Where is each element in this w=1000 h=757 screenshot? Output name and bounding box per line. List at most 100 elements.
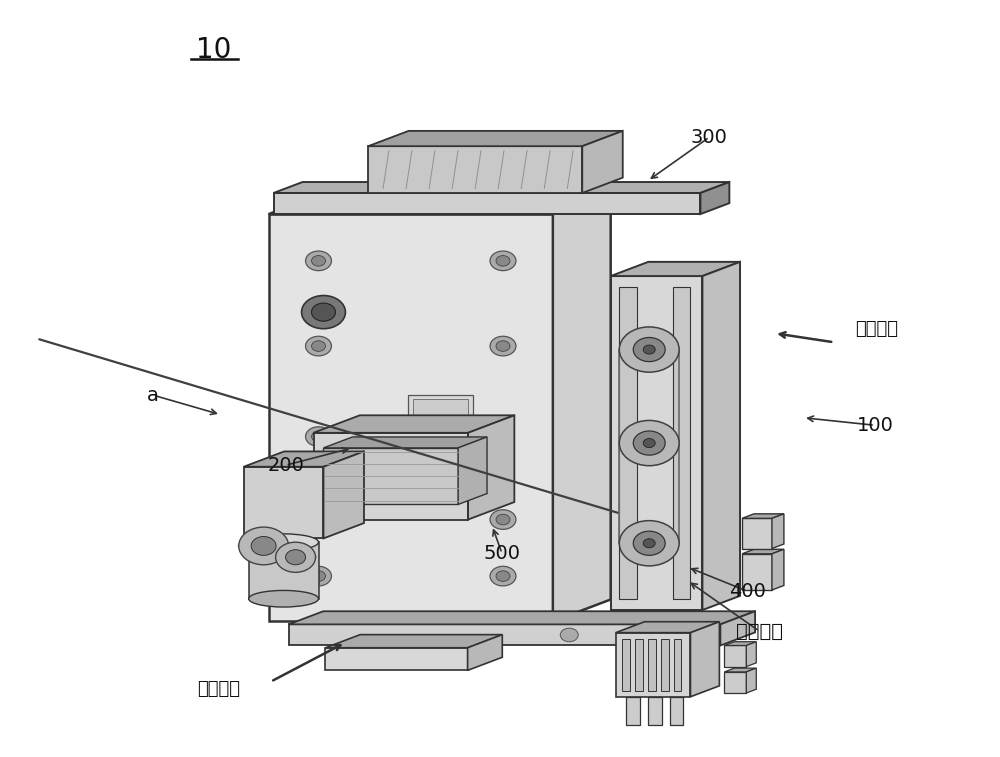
Polygon shape [674, 639, 681, 690]
Polygon shape [772, 550, 784, 590]
Polygon shape [274, 193, 700, 214]
Polygon shape [742, 519, 772, 549]
Polygon shape [274, 182, 729, 193]
Text: a: a [147, 385, 159, 404]
Text: 第二位置: 第二位置 [736, 621, 783, 640]
Circle shape [643, 539, 655, 548]
Ellipse shape [249, 534, 319, 550]
Circle shape [312, 303, 335, 321]
Text: 第一方向: 第一方向 [855, 320, 898, 338]
Polygon shape [724, 668, 756, 672]
Polygon shape [635, 639, 643, 690]
Circle shape [312, 514, 325, 525]
Circle shape [302, 295, 345, 329]
Text: 300: 300 [691, 128, 728, 147]
Circle shape [286, 550, 306, 565]
Polygon shape [368, 146, 582, 193]
Polygon shape [468, 634, 502, 671]
Polygon shape [702, 262, 740, 610]
Bar [413, 399, 468, 429]
Polygon shape [670, 696, 683, 725]
Polygon shape [616, 633, 690, 696]
Polygon shape [244, 467, 323, 538]
Polygon shape [314, 416, 514, 433]
Circle shape [496, 514, 510, 525]
Circle shape [633, 338, 665, 362]
Polygon shape [323, 437, 487, 448]
Polygon shape [746, 642, 756, 667]
Text: 500: 500 [483, 544, 520, 563]
Polygon shape [323, 451, 364, 538]
Bar [249, 542, 319, 599]
Bar [408, 395, 473, 433]
Text: 100: 100 [857, 416, 893, 435]
Text: 第二方向: 第二方向 [197, 681, 240, 698]
Polygon shape [244, 451, 364, 467]
Polygon shape [289, 611, 755, 625]
Circle shape [633, 431, 665, 455]
Polygon shape [661, 639, 669, 690]
Polygon shape [690, 621, 719, 696]
Polygon shape [325, 634, 502, 648]
Polygon shape [724, 672, 746, 693]
Circle shape [306, 251, 331, 271]
Polygon shape [582, 131, 623, 193]
Circle shape [312, 431, 325, 442]
Circle shape [496, 571, 510, 581]
Circle shape [490, 336, 516, 356]
Polygon shape [626, 696, 640, 725]
Circle shape [312, 341, 325, 351]
Polygon shape [720, 611, 755, 646]
Circle shape [312, 256, 325, 266]
Polygon shape [269, 214, 553, 621]
Polygon shape [553, 192, 611, 621]
Circle shape [643, 345, 655, 354]
Circle shape [496, 341, 510, 351]
Text: 200: 200 [267, 456, 304, 475]
Polygon shape [269, 192, 611, 214]
Circle shape [633, 531, 665, 556]
Text: 10: 10 [196, 36, 231, 64]
Polygon shape [724, 642, 756, 646]
Circle shape [276, 542, 316, 572]
Polygon shape [673, 288, 690, 599]
Polygon shape [323, 448, 458, 504]
Text: 400: 400 [729, 581, 766, 601]
Ellipse shape [249, 590, 319, 607]
Circle shape [490, 251, 516, 271]
Polygon shape [742, 514, 784, 519]
Polygon shape [611, 262, 740, 276]
Circle shape [619, 327, 679, 372]
Circle shape [239, 527, 289, 565]
Circle shape [643, 438, 655, 447]
Circle shape [490, 566, 516, 586]
Polygon shape [368, 131, 623, 146]
Circle shape [619, 521, 679, 566]
Polygon shape [325, 648, 468, 671]
Circle shape [306, 566, 331, 586]
Circle shape [312, 571, 325, 581]
Polygon shape [611, 276, 702, 610]
Polygon shape [742, 554, 772, 590]
Circle shape [306, 427, 331, 447]
Polygon shape [724, 646, 746, 667]
Circle shape [490, 509, 516, 529]
Circle shape [251, 537, 276, 556]
Polygon shape [742, 550, 784, 554]
Polygon shape [458, 437, 487, 504]
Polygon shape [648, 696, 662, 725]
Circle shape [619, 420, 679, 466]
Polygon shape [289, 625, 720, 646]
Polygon shape [468, 416, 514, 519]
Polygon shape [616, 621, 719, 633]
Polygon shape [700, 182, 729, 214]
Polygon shape [314, 433, 468, 519]
Polygon shape [772, 514, 784, 549]
Circle shape [306, 336, 331, 356]
Circle shape [496, 256, 510, 266]
Polygon shape [648, 639, 656, 690]
Circle shape [306, 509, 331, 529]
Circle shape [560, 628, 578, 642]
Polygon shape [622, 639, 630, 690]
Polygon shape [619, 288, 637, 599]
